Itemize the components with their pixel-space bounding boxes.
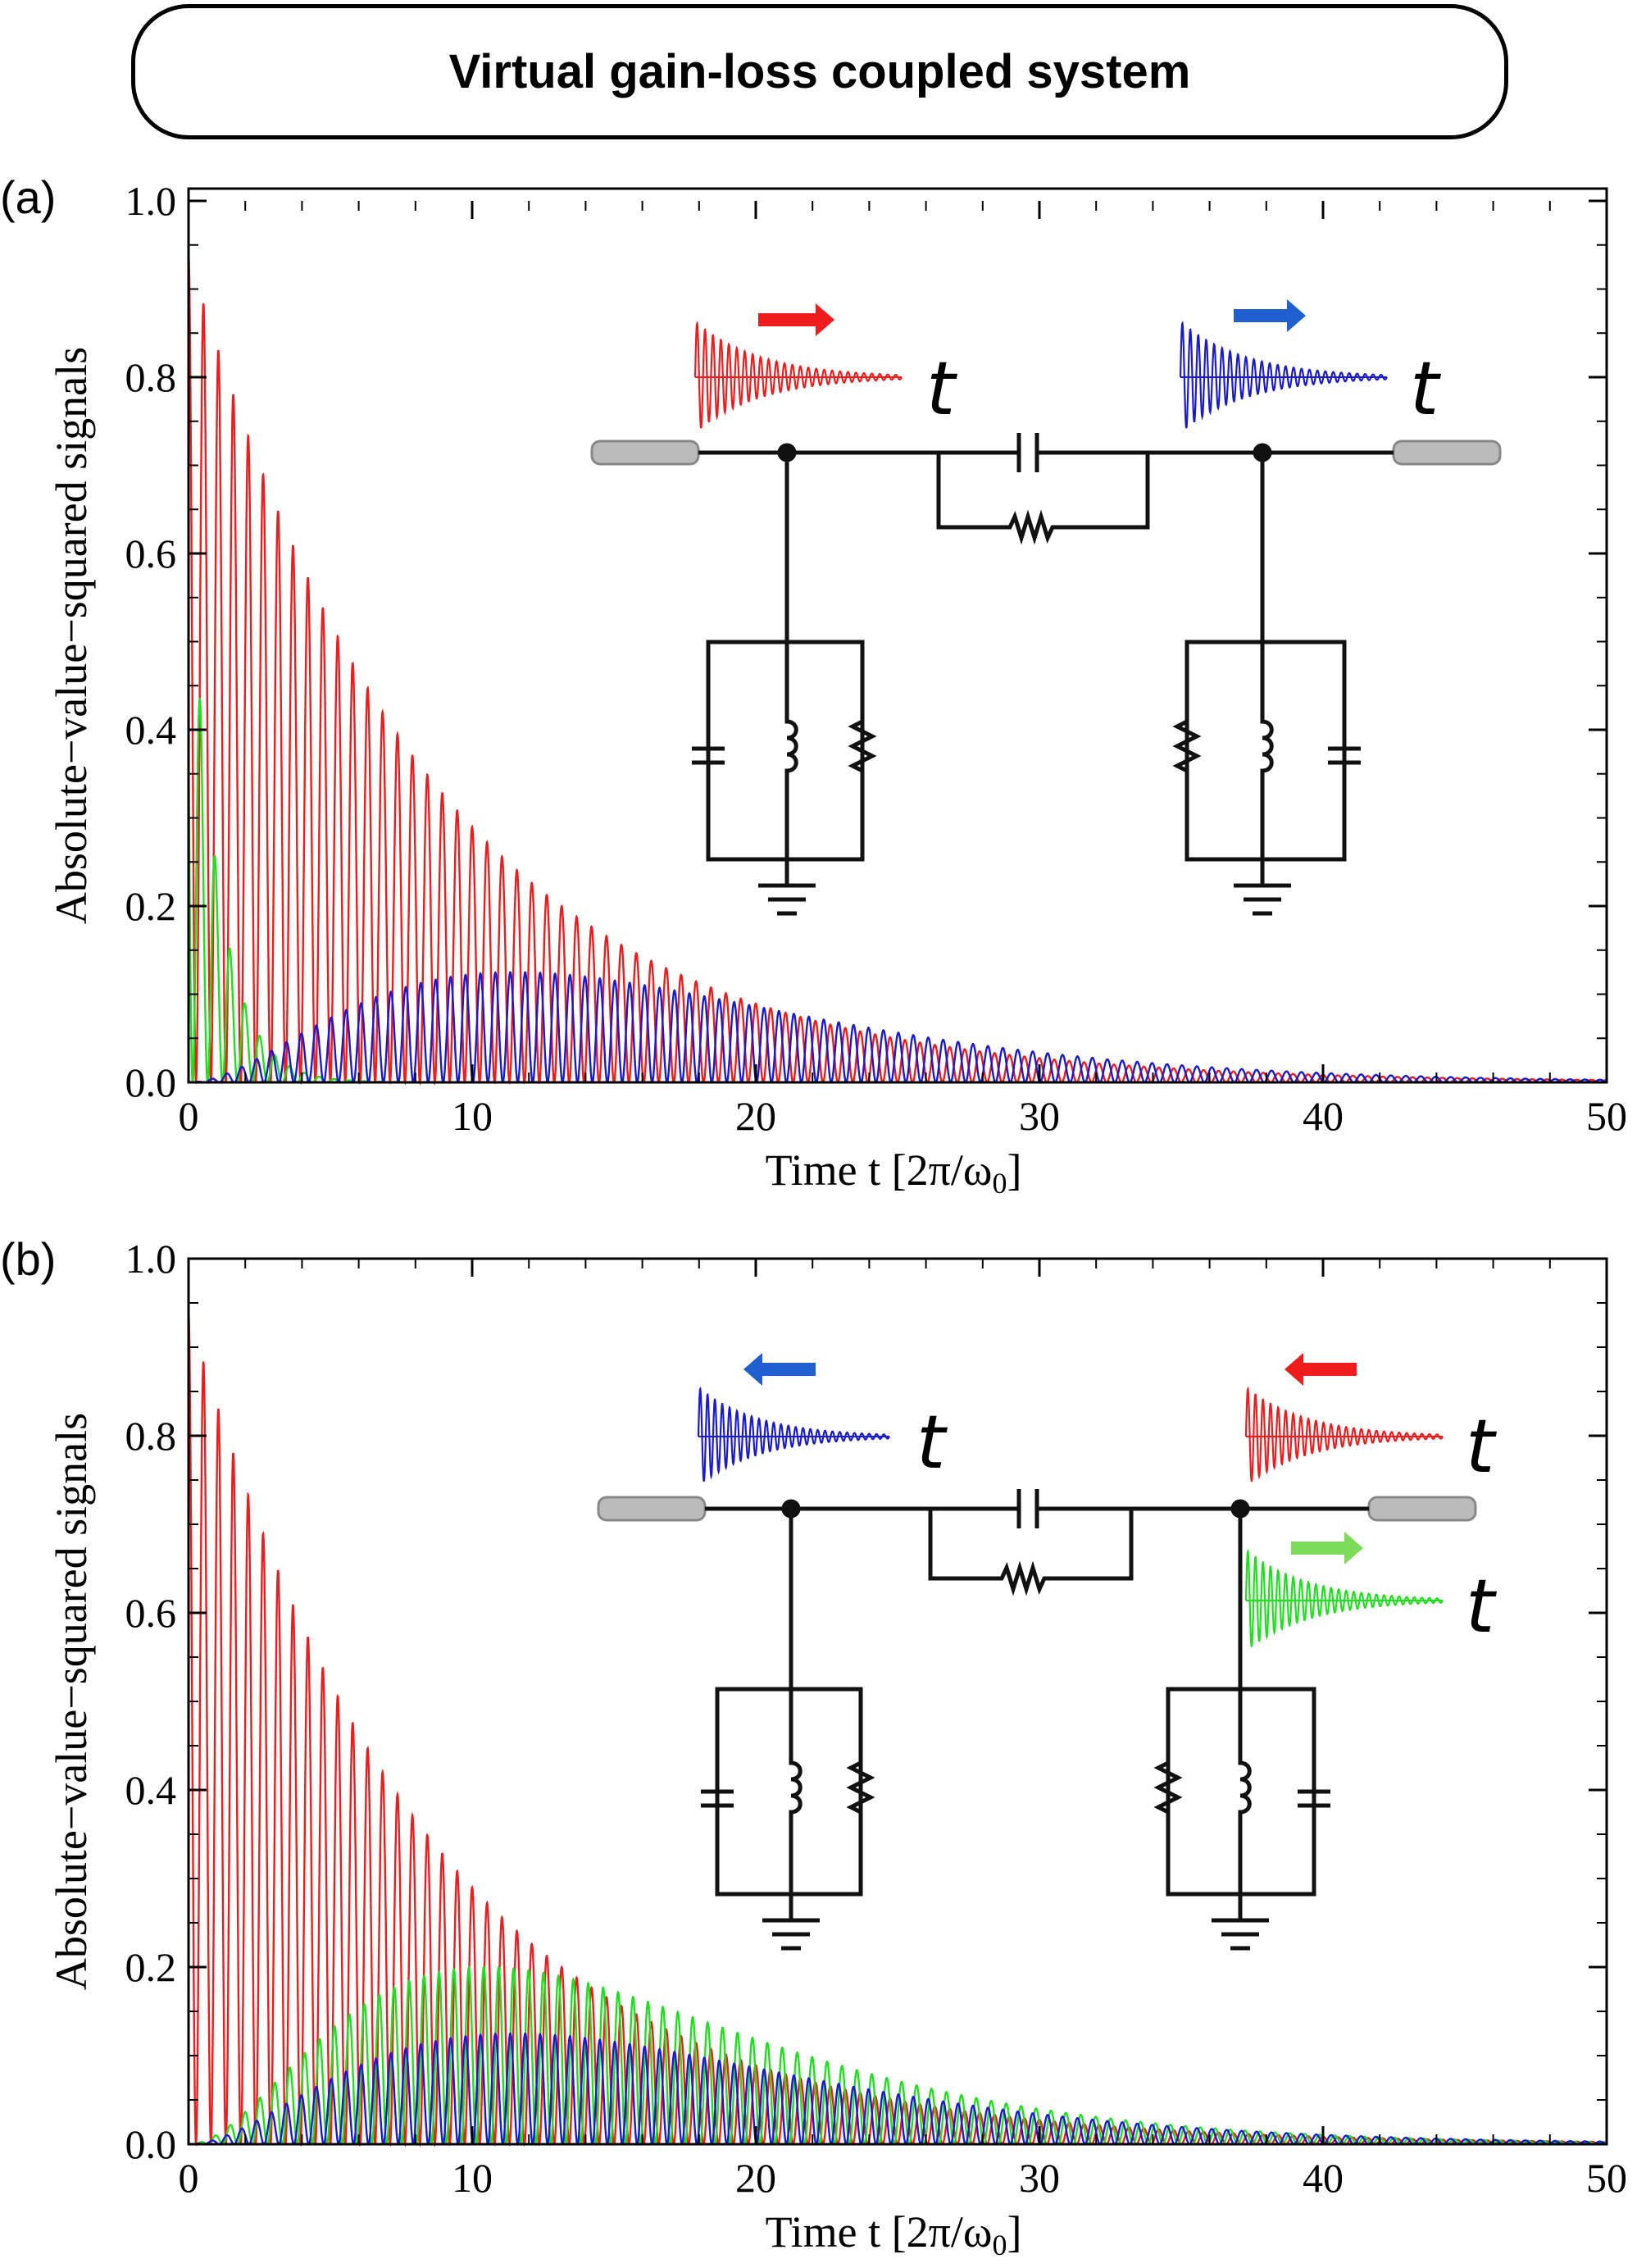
y-tick-label: 0.2 — [125, 883, 177, 929]
panel-a: (a) 0 10 20 30 40 50 0.0 0.2 0.4 0.6 0.8 1.0 Absolu… — [0, 171, 1627, 1200]
panel-b: (b) 0 10 20 30 40 50 0.0 0.2 0.4 0.6 0.8 1.0 Absolu… — [0, 1233, 1627, 2261]
t-label-a-2: t — [1410, 346, 1442, 432]
arrow-left-red-b — [1285, 1353, 1357, 1386]
axis-ticks-a: 0 10 20 30 40 50 0.0 0.2 0.4 0.6 0.8 1.0 — [125, 178, 1628, 1139]
circuit-inset-b — [597, 1489, 1477, 1951]
inset-wave-green-b — [1244, 1548, 1444, 1647]
transmission-line-right-b — [1367, 1496, 1477, 1522]
x-tick-label: 50 — [1586, 1093, 1627, 1139]
x-tick-label: 40 — [1303, 1093, 1344, 1139]
x-tick-label: 20 — [735, 2155, 776, 2201]
wave-trace — [693, 321, 903, 429]
x-tick-label: 0 — [179, 2155, 199, 2201]
x-tick-label: 10 — [452, 2155, 493, 2201]
panel-label-b: (b) — [0, 1233, 56, 1285]
wave-trace — [697, 1386, 890, 1482]
arrow-right-red-a — [758, 303, 834, 336]
y-tick-label: 0.4 — [125, 1767, 177, 1813]
resistor-left-b — [846, 1689, 875, 1894]
y-tick-label: 0.6 — [125, 531, 177, 576]
wave-trace — [1244, 1548, 1444, 1647]
x-tick-label: 30 — [1019, 1093, 1060, 1139]
resistor-right-b — [1153, 1689, 1183, 1894]
axis-ticks-b: 0 10 20 30 40 50 0.0 0.2 0.4 0.6 0.8 1.0 — [125, 1236, 1628, 2201]
x-tick-label: 40 — [1303, 2155, 1344, 2201]
y-tick-label: 0.4 — [125, 707, 177, 753]
inductor-left-a — [784, 642, 798, 859]
wave-trace — [1179, 321, 1388, 429]
y-tick-label: 0.0 — [125, 2121, 177, 2167]
panel-label-a: (a) — [0, 171, 56, 223]
inset-wave-red-a — [693, 321, 903, 429]
x-axis-label-a: Time t [2π/ω0] — [766, 1145, 1022, 1200]
x-tick-label: 20 — [735, 1093, 776, 1139]
t-label-b-1: t — [916, 1400, 948, 1486]
x-tick-label: 10 — [452, 1093, 493, 1139]
coupling-resistor-a — [936, 453, 1150, 545]
arrow-right-blue-a — [1234, 299, 1306, 332]
y-tick-label: 0.8 — [125, 1413, 177, 1459]
t-label-b-3: t — [1466, 1564, 1498, 1650]
transmission-line-left-a — [590, 439, 700, 466]
resistor-left-a — [848, 642, 877, 859]
arrow-right-green-b — [1291, 1532, 1363, 1564]
inductor-right-a — [1260, 642, 1274, 859]
wave-trace — [1244, 1386, 1444, 1482]
inset-wave-blue-a — [1179, 321, 1388, 429]
x-tick-label: 30 — [1019, 2155, 1060, 2201]
y-tick-label: 0.0 — [125, 1059, 177, 1105]
transmission-line-right-a — [1392, 439, 1502, 466]
plot-frame-a — [187, 187, 1608, 1084]
circuit-inset-a — [590, 433, 1502, 916]
transmission-line-left-b — [597, 1496, 707, 1522]
arrow-left-blue-b — [743, 1353, 816, 1386]
y-tick-label: 1.0 — [125, 178, 177, 224]
t-label-a-1: t — [926, 346, 958, 432]
x-tick-label: 50 — [1586, 2155, 1627, 2201]
resistor-right-a — [1172, 642, 1202, 859]
x-tick-label: 0 — [179, 1093, 199, 1139]
t-label-b-2: t — [1466, 1404, 1498, 1490]
x-axis-label-b: Time t [2π/ω0] — [766, 2207, 1022, 2261]
inset-wave-blue-b — [697, 1386, 890, 1482]
y-tick-label: 0.6 — [125, 1590, 177, 1636]
y-tick-label: 1.0 — [125, 1236, 177, 1282]
coupling-resistor-b — [928, 1509, 1134, 1596]
y-tick-label: 0.2 — [125, 1944, 177, 1990]
inductor-left-b — [789, 1689, 803, 1894]
series-blue-a — [189, 971, 1607, 1085]
y-axis-label-a: Absolute−value−squared signals — [47, 347, 96, 924]
figure-title: Virtual gain-loss coupled system — [131, 4, 1508, 139]
inset-wave-red-b — [1244, 1386, 1444, 1482]
y-axis-label-b: Absolute−value−squared signals — [47, 1413, 96, 1990]
inductor-right-b — [1238, 1689, 1252, 1894]
y-tick-label: 0.8 — [125, 354, 177, 400]
